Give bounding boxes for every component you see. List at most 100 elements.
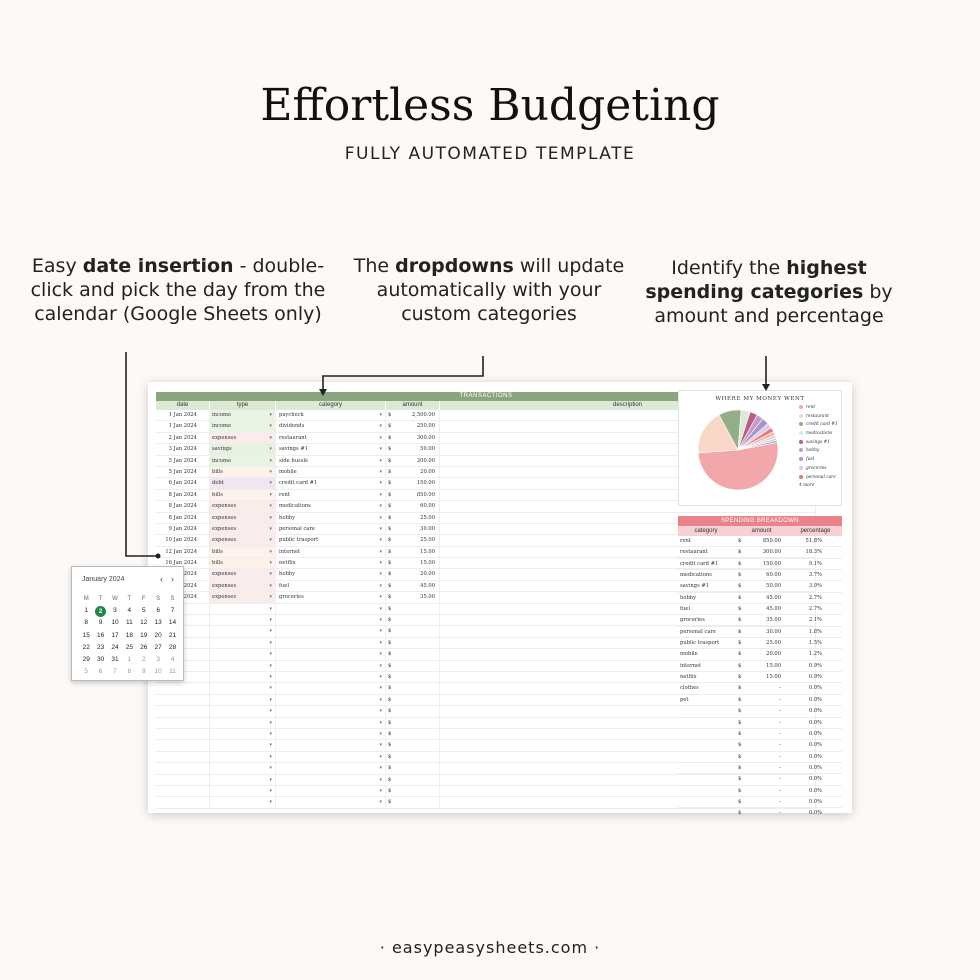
chevron-down-icon[interactable]: ▾ [269, 468, 272, 475]
chevron-down-icon[interactable]: ▾ [379, 594, 382, 601]
type-cell[interactable]: expenses ▾ [210, 535, 276, 546]
category-cell[interactable]: ▾ [276, 649, 386, 660]
chevron-down-icon[interactable]: ▾ [379, 787, 382, 794]
chevron-down-icon[interactable]: ▾ [269, 765, 272, 772]
calendar-day[interactable]: 9 [98, 619, 103, 627]
type-cell[interactable]: bills ▾ [210, 489, 276, 501]
calendar-day[interactable]: 7 [170, 607, 175, 615]
description-cell[interactable] [440, 740, 816, 751]
calendar-day[interactable]: 27 [154, 643, 162, 651]
chevron-down-icon[interactable]: ▾ [379, 651, 382, 658]
description-cell[interactable] [440, 683, 816, 694]
calendar-day[interactable]: 3 [113, 607, 117, 615]
date-cell[interactable]: 1 Jan 2024 [156, 410, 210, 421]
type-cell[interactable]: bills ▾ [210, 546, 276, 558]
chevron-down-icon[interactable]: ▾ [269, 446, 272, 453]
chevron-left-icon[interactable]: ‹ [160, 574, 163, 584]
chevron-down-icon[interactable]: ▾ [269, 662, 272, 669]
chevron-down-icon[interactable]: ▾ [379, 753, 382, 760]
category-cell[interactable]: ▾ [276, 603, 386, 615]
description-cell[interactable] [440, 763, 816, 774]
chevron-down-icon[interactable]: ▾ [379, 617, 382, 624]
type-cell[interactable]: ▾ [210, 774, 276, 785]
date-cell[interactable]: 9 Jan 2024 [156, 523, 210, 535]
calendar-day[interactable]: 13 [154, 619, 162, 627]
type-cell[interactable]: ▾ [210, 728, 276, 740]
amount-cell[interactable]: $2,500.00 [386, 410, 440, 421]
amount-cell[interactable]: $ [386, 785, 440, 797]
date-cell[interactable] [156, 626, 210, 637]
category-cell[interactable]: ▾ [276, 797, 386, 808]
calendar-day[interactable]: 6 [98, 668, 103, 676]
amount-cell[interactable]: $ [386, 774, 440, 785]
date-cell[interactable]: 2 Jan 2024 [156, 432, 210, 444]
date-cell[interactable]: 8 Jan 2024 [156, 501, 210, 512]
chevron-down-icon[interactable]: ▾ [269, 537, 272, 544]
chevron-down-icon[interactable]: ▾ [379, 605, 382, 612]
description-cell[interactable] [440, 580, 816, 592]
type-cell[interactable]: expenses ▾ [210, 432, 276, 444]
date-cell[interactable] [156, 671, 210, 683]
type-cell[interactable]: expenses ▾ [210, 512, 276, 523]
date-cell[interactable]: 8 Jan 2024 [156, 512, 210, 523]
date-cell[interactable] [156, 763, 210, 774]
calendar-day-selected[interactable]: 2 [95, 605, 107, 617]
type-cell[interactable]: income ▾ [210, 410, 276, 421]
type-cell[interactable]: ▾ [210, 649, 276, 660]
calendar-day[interactable]: 26 [140, 643, 148, 651]
amount-cell[interactable]: $50.00 [386, 444, 440, 455]
description-cell[interactable] [440, 592, 816, 603]
chevron-down-icon[interactable]: ▾ [269, 685, 272, 692]
type-cell[interactable]: ▾ [210, 637, 276, 649]
chevron-down-icon[interactable]: ▾ [379, 662, 382, 669]
category-cell[interactable]: ▾ [276, 774, 386, 785]
date-cell[interactable] [156, 660, 210, 671]
category-cell[interactable]: medications ▾ [276, 501, 386, 512]
calendar-day[interactable]: 2 [141, 655, 146, 663]
type-cell[interactable]: ▾ [210, 694, 276, 706]
description-cell[interactable] [440, 785, 816, 797]
amount-cell[interactable]: $ [386, 637, 440, 649]
calendar-day[interactable]: 24 [111, 643, 119, 651]
chevron-down-icon[interactable]: ▾ [379, 457, 382, 464]
amount-cell[interactable]: $300.00 [386, 432, 440, 444]
chevron-down-icon[interactable]: ▾ [269, 548, 272, 555]
calendar-day[interactable]: 22 [82, 643, 90, 651]
amount-cell[interactable]: $ [386, 797, 440, 808]
category-cell[interactable]: ▾ [276, 717, 386, 728]
chevron-down-icon[interactable]: ▾ [269, 639, 272, 646]
calendar-day[interactable]: 10 [154, 668, 162, 676]
category-cell[interactable]: paycheck ▾ [276, 410, 386, 421]
chevron-down-icon[interactable]: ▾ [269, 457, 272, 464]
calendar-day[interactable]: 11 [169, 668, 176, 676]
category-cell[interactable]: groceries ▾ [276, 592, 386, 603]
amount-cell[interactable]: $ [386, 615, 440, 626]
chevron-down-icon[interactable]: ▾ [269, 594, 272, 601]
amount-cell[interactable]: $200.00 [386, 455, 440, 466]
description-cell[interactable] [440, 615, 816, 626]
calendar-day[interactable]: 5 [141, 607, 146, 615]
type-cell[interactable]: ▾ [210, 660, 276, 671]
amount-cell[interactable]: $ [386, 694, 440, 706]
category-cell[interactable]: ▾ [276, 626, 386, 637]
amount-cell[interactable]: $15.00 [386, 546, 440, 558]
calendar-day[interactable]: 15 [82, 631, 90, 639]
calendar-day[interactable]: 14 [168, 619, 177, 627]
category-cell[interactable]: hobby ▾ [276, 569, 386, 580]
category-cell[interactable]: ▾ [276, 763, 386, 774]
date-cell[interactable]: 2024 [156, 569, 210, 580]
amount-cell[interactable]: $850.00 [386, 489, 440, 501]
chevron-down-icon[interactable]: ▾ [269, 582, 272, 589]
type-cell[interactable]: ▾ [210, 740, 276, 751]
calendar-day[interactable]: 19 [140, 631, 148, 639]
category-cell[interactable]: ▾ [276, 751, 386, 763]
category-cell[interactable]: restaurant ▾ [276, 432, 386, 444]
chevron-down-icon[interactable]: ▾ [379, 696, 382, 703]
type-cell[interactable]: expenses ▾ [210, 569, 276, 580]
category-cell[interactable]: rent ▾ [276, 489, 386, 501]
type-cell[interactable]: ▾ [210, 706, 276, 717]
chevron-down-icon[interactable]: ▾ [269, 423, 272, 430]
category-cell[interactable]: personal care ▾ [276, 523, 386, 535]
date-cell[interactable]: 10 Jan 2024 [156, 535, 210, 546]
date-cell[interactable] [156, 706, 210, 717]
